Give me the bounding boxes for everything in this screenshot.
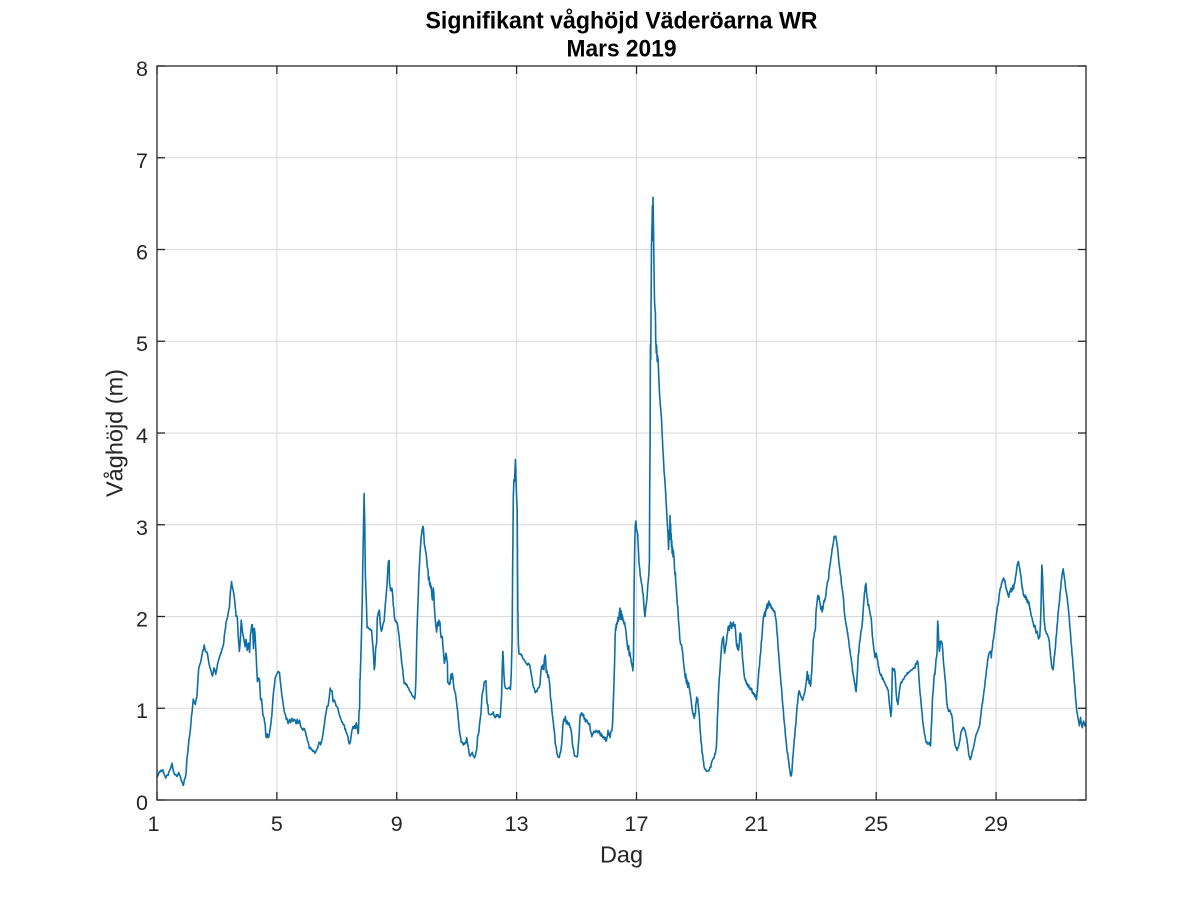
svg-text:25: 25 bbox=[864, 812, 888, 836]
svg-text:9: 9 bbox=[391, 812, 403, 836]
svg-text:4: 4 bbox=[136, 424, 148, 448]
svg-text:Mars 2019: Mars 2019 bbox=[567, 36, 677, 63]
svg-text:1: 1 bbox=[148, 812, 160, 836]
svg-text:13: 13 bbox=[505, 812, 529, 836]
svg-text:0: 0 bbox=[136, 791, 148, 815]
svg-text:7: 7 bbox=[136, 149, 148, 173]
svg-text:5: 5 bbox=[136, 332, 148, 356]
svg-text:Våghöjd (m): Våghöjd (m) bbox=[102, 369, 128, 497]
svg-text:1: 1 bbox=[136, 699, 148, 723]
svg-text:29: 29 bbox=[984, 812, 1008, 836]
svg-text:8: 8 bbox=[136, 57, 148, 81]
svg-text:21: 21 bbox=[744, 812, 768, 836]
svg-text:2: 2 bbox=[136, 608, 148, 632]
svg-text:5: 5 bbox=[271, 812, 283, 836]
svg-text:3: 3 bbox=[136, 516, 148, 540]
svg-text:Signifikant våghöjd Väderöarna: Signifikant våghöjd Väderöarna WR bbox=[426, 7, 818, 34]
svg-text:6: 6 bbox=[136, 241, 148, 265]
svg-text:Dag: Dag bbox=[600, 842, 643, 868]
svg-text:17: 17 bbox=[625, 812, 649, 836]
